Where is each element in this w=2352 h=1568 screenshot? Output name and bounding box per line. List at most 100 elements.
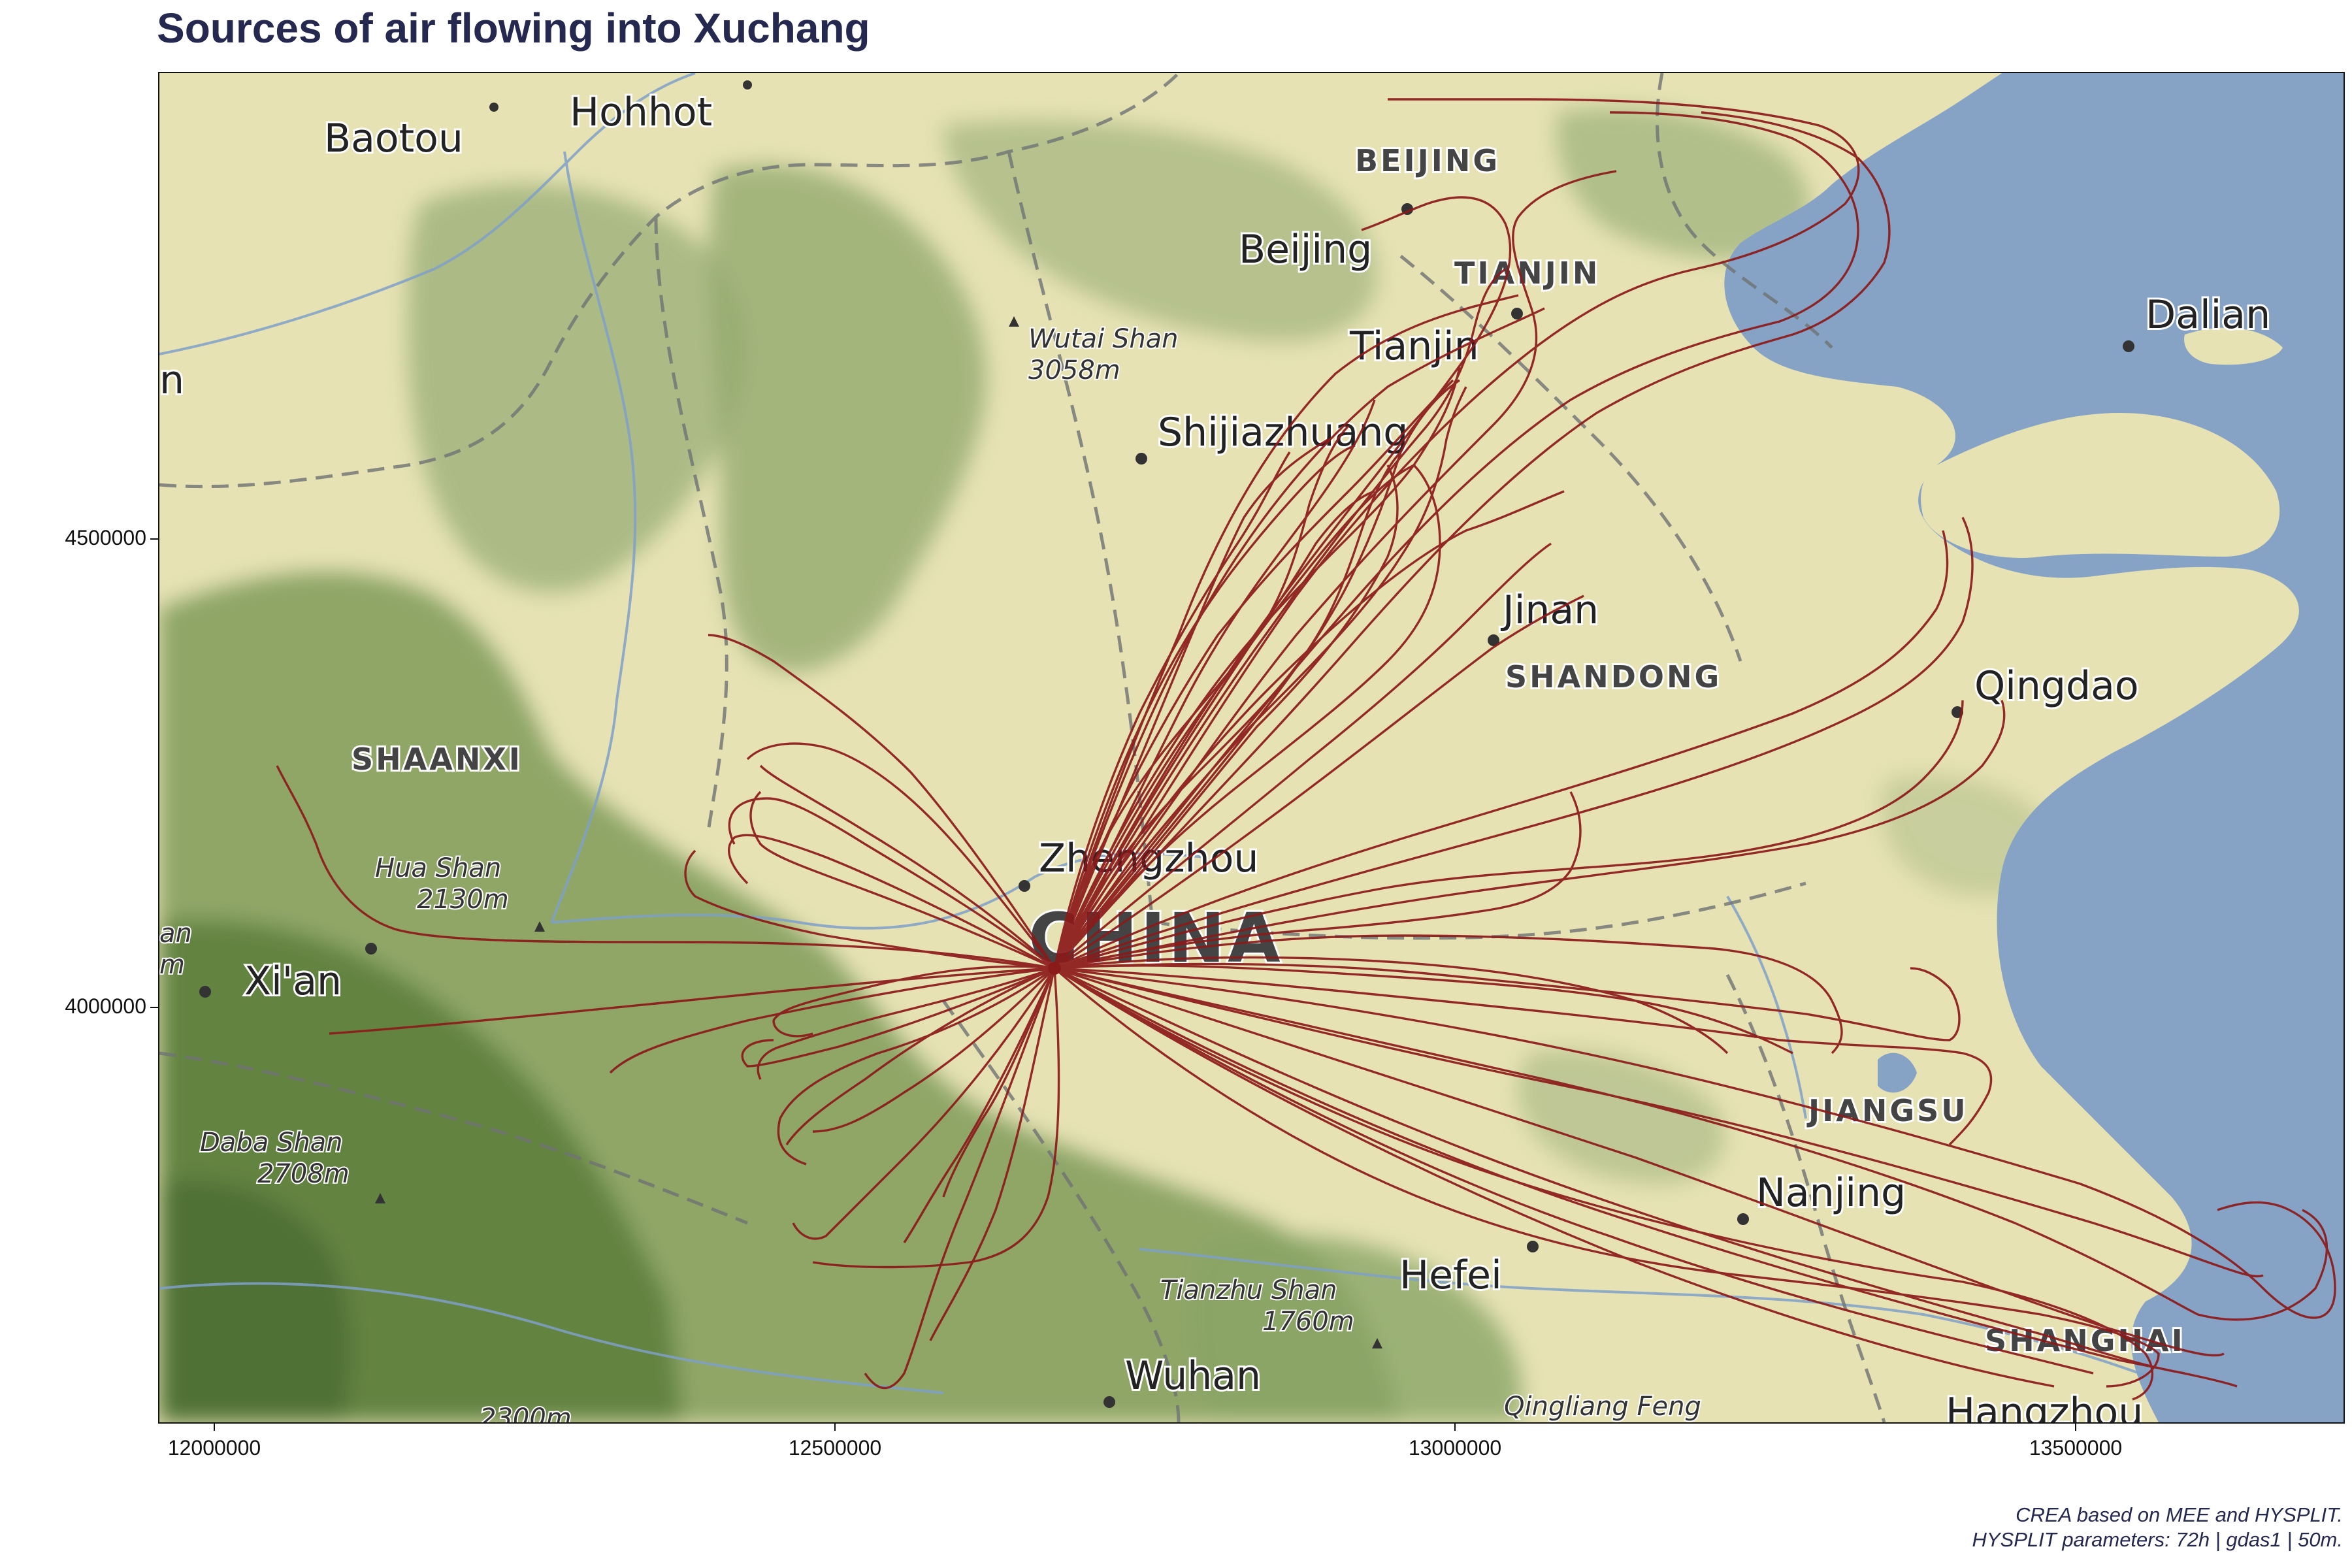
trajectory [1054, 700, 1964, 970]
trajectory [1053, 294, 1519, 969]
trajectory [1053, 98, 1860, 969]
label-shandong: SHANDONG [1505, 659, 1722, 694]
label-hua-elev: 2130m [417, 885, 509, 915]
trajectory [1054, 967, 2055, 1388]
x-tick-label-12000000: 12000000 [167, 1436, 261, 1460]
label-edge-elev: 2300m [480, 1403, 572, 1422]
trajectory [812, 967, 1056, 1133]
trajectory [942, 968, 1056, 1198]
x-tick-mark-13000000 [1454, 1423, 1456, 1431]
x-tick-label-12500000: 12500000 [788, 1436, 882, 1460]
label-qingliang-feng: Qingliang Feng [1504, 1392, 1701, 1422]
trajectory [1054, 700, 2006, 970]
trajectory [1054, 934, 1843, 1054]
caption-line-2: HYSPLIT parameters: 72h | gdas1 | 50m. [1972, 1528, 2344, 1551]
trajectory [929, 968, 1056, 1341]
sea-area [1724, 73, 2344, 1422]
terrain-shading [159, 107, 2058, 1422]
trajectory [1053, 465, 1399, 970]
trajectory [1054, 962, 1961, 1041]
label-tianjin: Tianjin [1349, 323, 1479, 369]
trajectory [1053, 379, 1460, 970]
trajectory [1054, 791, 1582, 970]
trajectory [1053, 111, 1891, 970]
label-wuhan: Wuhan [1125, 1353, 1261, 1399]
trajectory [746, 742, 1056, 970]
xuchang-origin-marker [1048, 962, 1061, 975]
trajectory [609, 967, 1055, 1074]
trajectory [1053, 196, 1512, 969]
trajectory [785, 967, 1055, 1145]
label-shaanxi: SHAANXI [351, 742, 523, 777]
label-jinan: Jinan [1500, 587, 1599, 633]
trajectory [1054, 967, 2094, 1375]
trajectory [777, 967, 1055, 1166]
label-edge-an: an [159, 919, 192, 949]
label-daba-elev: 2708m [257, 1159, 350, 1189]
trajectory [728, 834, 1055, 970]
trajectory [1053, 268, 1506, 969]
label-xian: Xi'an [244, 958, 342, 1004]
label-hangzhou: Hangzhou [1946, 1390, 2143, 1422]
trajectory [812, 968, 1060, 1269]
trajectory [757, 967, 1055, 1080]
label-shijiazhuang: Shijiazhuang [1158, 410, 1408, 455]
trajectory [759, 764, 1056, 970]
label-edge-n: n [159, 357, 184, 403]
source-caption: CREA based on MEE and HYSPLIT. HYSPLIT p… [1972, 1503, 2344, 1552]
label-baotou: Baotou [324, 116, 463, 161]
trajectory [1053, 307, 1545, 969]
y-tick-mark-4000000 [150, 1007, 158, 1008]
y-tick-label-4500000: 4500000 [65, 526, 146, 549]
label-tianjin-region: TIANJIN [1454, 255, 1600, 291]
basemap: Baotou Hohhot BEIJING Beijing TIANJIN Ti… [159, 73, 2344, 1422]
label-tianzhu-elev: 1760m [1262, 1307, 1354, 1337]
trajectory [1053, 444, 1356, 969]
trajectory [276, 765, 1055, 970]
trajectory [1054, 967, 1993, 1146]
trajectory [1054, 967, 2225, 1357]
y-tick-label-4000000: 4000000 [65, 994, 146, 1018]
trajectory [708, 634, 1056, 969]
label-daba-shan: Daba Shan [200, 1128, 343, 1158]
label-jiangsu: JIANGSU [1806, 1093, 1968, 1128]
trajectory [329, 967, 1055, 1035]
trajectory [1053, 451, 1291, 969]
trajectory [1053, 367, 1461, 969]
trajectory [792, 968, 1056, 1240]
label-hefei: Hefei [1399, 1252, 1502, 1298]
caption-line-1: CREA based on MEE and HYSPLIT. [2016, 1503, 2343, 1526]
map-panel[interactable]: Baotou Hohhot BEIJING Beijing TIANJIN Ti… [158, 72, 2345, 1424]
trajectory [1053, 542, 1552, 970]
trajectory [1054, 967, 2336, 1319]
x-tick-label-13000000: 13000000 [1408, 1436, 1502, 1460]
trajectory [1054, 530, 1949, 970]
rivers [159, 73, 2159, 1394]
trajectory [1054, 956, 1729, 1054]
trajectory [1054, 517, 1974, 970]
trajectory [749, 791, 1055, 970]
label-beijing-region: BEIJING [1355, 143, 1500, 178]
trajectory [864, 968, 1056, 1390]
trajectory [1053, 170, 1617, 969]
label-qingdao: Qingdao [1974, 663, 2139, 709]
label-hohhot: Hohhot [570, 90, 712, 135]
chart-title: Sources of air flowing into Xuchang [157, 5, 870, 52]
x-tick-mark-13500000 [2075, 1423, 2076, 1431]
label-nanjing: Nanjing [1756, 1170, 1906, 1216]
label-beijing: Beijing [1239, 227, 1372, 272]
trajectory [772, 965, 1055, 1037]
trajectory [1053, 111, 1859, 970]
label-dalian: Dalian [2146, 292, 2270, 338]
trajectory [1054, 964, 1793, 1054]
trajectory [1054, 595, 1584, 970]
trajectories [276, 98, 2336, 1401]
trajectory [684, 849, 1055, 970]
trajectory [741, 967, 1055, 1068]
x-tick-mark-12000000 [214, 1423, 215, 1431]
trajectory [1053, 386, 1467, 969]
x-tick-label-13500000: 13500000 [2029, 1436, 2123, 1460]
trajectory [1053, 967, 2160, 1388]
trajectory [1054, 967, 2328, 1321]
label-tianzhu-shan: Tianzhu Shan [1160, 1275, 1337, 1305]
